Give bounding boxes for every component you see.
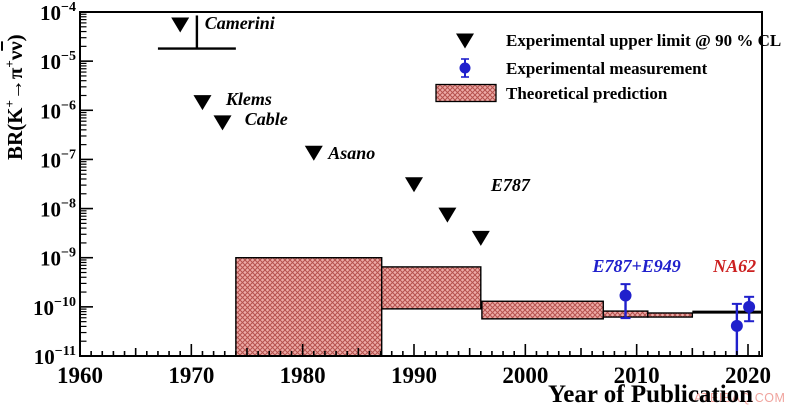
upper-limit-triangle — [456, 33, 474, 49]
x-tick-label: 2020 — [725, 363, 771, 388]
measurement-point — [619, 289, 632, 302]
upper-limit-triangle — [405, 177, 423, 193]
experiment-label: E787+E949 — [592, 256, 681, 276]
watermark: ATEIBAQ.COM — [694, 391, 786, 405]
legend-measurement-point — [459, 62, 471, 74]
y-tick-label: 10−9 — [40, 246, 76, 271]
legend-label: Experimental upper limit @ 90 % CL — [506, 31, 781, 50]
theory-prediction-box — [647, 312, 694, 318]
upper-limit-triangle — [171, 17, 190, 33]
y-tick-label: 10−11 — [34, 344, 76, 369]
theory-prediction-box — [381, 266, 482, 310]
y-axis-title-part: ν — [3, 41, 27, 51]
experiment-label: Asano — [327, 143, 375, 163]
y-tick-label: 10−6 — [40, 98, 76, 123]
y-axis-title-part: ) — [3, 34, 27, 42]
legend-label: Experimental measurement — [506, 59, 708, 78]
legend-label: Theoretical prediction — [506, 84, 668, 103]
upper-limit-triangle — [193, 95, 212, 111]
experiment-label: E787 — [490, 175, 531, 195]
x-tick-label: 1960 — [57, 363, 103, 388]
y-axis-title-part: BR(K — [3, 107, 27, 161]
theory-prediction-box — [235, 257, 383, 357]
upper-limit-triangle — [471, 230, 490, 246]
upper-limit-triangle — [213, 115, 232, 131]
x-tick-label: 1970 — [168, 363, 214, 388]
x-tick-label: 2010 — [614, 363, 660, 388]
y-tick-label: 10−8 — [40, 197, 76, 222]
theory-prediction-box — [481, 300, 604, 320]
upper-limit-triangle — [438, 207, 457, 223]
experiment-label: Klems — [225, 89, 272, 109]
x-tick-label: 2000 — [502, 363, 548, 388]
y-tick-label: 10−4 — [40, 0, 76, 25]
y-tick-label: 10−7 — [40, 147, 76, 172]
y-axis-title-part: + — [2, 60, 17, 68]
experiment-label: NA62 — [712, 256, 756, 276]
plot-frame — [79, 11, 763, 357]
y-axis-title-part: ν — [3, 50, 27, 61]
measurement-point — [743, 300, 756, 313]
y-axis-title: BR(K+→π+νν) — [2, 34, 28, 160]
upper-limit-triangle — [304, 145, 323, 161]
y-axis-title-part: →π — [3, 67, 27, 101]
x-tick-label: 1990 — [391, 363, 437, 388]
y-axis-title-part: + — [2, 100, 17, 108]
x-axis-title: Year of Publication — [548, 381, 754, 408]
y-tick-label: 10−10 — [33, 295, 76, 320]
legend-theory-box — [435, 83, 497, 103]
experiment-label: Camerini — [205, 13, 275, 33]
y-tick-label: 10−5 — [40, 49, 76, 74]
x-tick-label: 1980 — [280, 363, 326, 388]
experiment-label: Cable — [245, 109, 288, 129]
measurement-point — [730, 319, 743, 332]
